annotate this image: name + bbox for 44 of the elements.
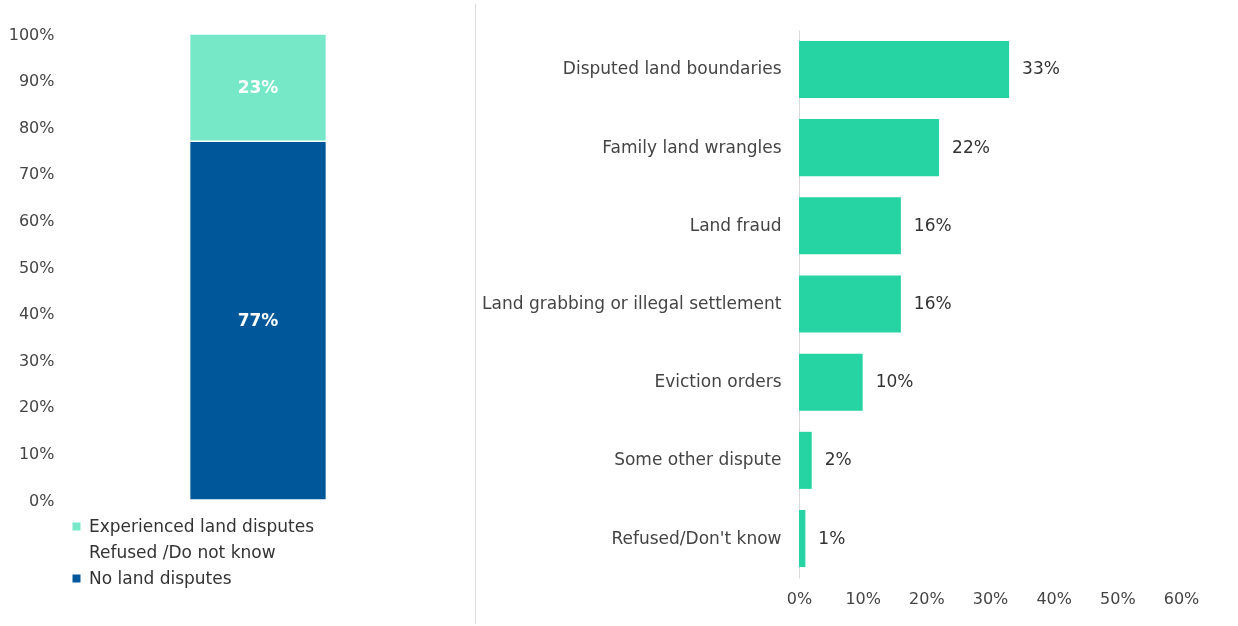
- data-label: 2%: [824, 449, 852, 470]
- data-label: 10%: [875, 371, 914, 392]
- x-tick-label: 40%: [1036, 588, 1072, 608]
- data-label: 23%: [237, 76, 279, 97]
- bar: [799, 431, 812, 489]
- data-label: 1%: [818, 527, 846, 548]
- x-tick-label: 50%: [1100, 588, 1136, 608]
- y-tick-label: Land grabbing or illegal settlement: [482, 293, 782, 313]
- data-label: 22%: [952, 136, 990, 157]
- y-tick-label: Some other dispute: [614, 449, 782, 470]
- y-tick-label: 40%: [18, 304, 55, 324]
- x-tick-label: 60%: [1163, 588, 1200, 608]
- text: Refused /Do not know: [89, 541, 276, 562]
- x-tick-label: 30%: [972, 588, 1009, 608]
- y-tick-label: 100%: [8, 24, 55, 44]
- x-tick-label: 0%: [786, 588, 813, 608]
- data-label: 77%: [237, 309, 279, 330]
- bar: [799, 40, 1010, 99]
- y-tick-label: Family land wrangles: [602, 136, 782, 157]
- y-tick-label: 90%: [18, 71, 55, 91]
- bar: [799, 353, 863, 411]
- y-tick-label: 80%: [18, 117, 55, 137]
- y-tick-label: Land fraud: [689, 214, 782, 235]
- y-tick-label: 0%: [29, 490, 55, 510]
- y-tick-label: 30%: [18, 350, 55, 370]
- x-tick-label: 10%: [845, 588, 881, 608]
- y-tick-label: Refused/Don't know: [611, 527, 782, 548]
- y-tick-label: 50%: [18, 257, 55, 277]
- data-label: 33%: [1022, 58, 1060, 79]
- legend-label: No land disputes: [89, 567, 232, 588]
- y-tick-label: 20%: [18, 397, 55, 417]
- y-tick-label: 10%: [18, 443, 55, 463]
- y-tick-label: Eviction orders: [654, 371, 782, 392]
- data-label: 16%: [913, 293, 952, 313]
- y-tick-label: 60%: [18, 210, 55, 230]
- bar: [799, 197, 901, 255]
- data-label: 16%: [913, 214, 952, 235]
- bar: [799, 509, 806, 568]
- bar: [799, 275, 901, 333]
- y-tick-label: Disputed land boundaries: [562, 58, 782, 79]
- x-tick-label: 20%: [909, 588, 945, 608]
- y-tick-label: 70%: [18, 164, 55, 184]
- legend-label: Experienced land disputes: [89, 515, 315, 536]
- bar: [799, 119, 940, 177]
